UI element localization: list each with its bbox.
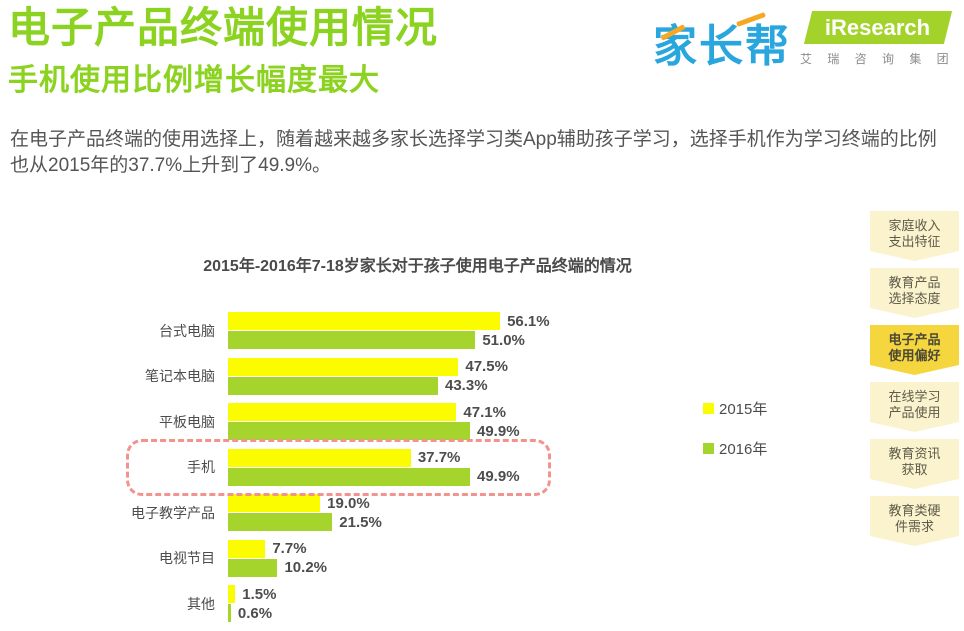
bar-line: 51.0% [228,331,550,349]
iresearch-logo: iResearch [803,11,953,44]
value-label: 43.3% [445,377,488,394]
bar-group: 其他 1.5% 0.6% [115,585,735,622]
category-label: 电视节目 [159,550,215,566]
legend-swatch-2016-icon [703,442,714,454]
bar-series-0 [228,403,457,421]
bar-line: 47.1% [228,403,520,421]
bar-line: 0.6% [228,604,276,622]
chart-title: 2015年-2016年7-18岁家长对于孩子使用电子产品终端的情况 [203,258,632,275]
sidebar-tab-2[interactable]: 电子产品 使用偏好 [870,325,959,375]
bar-pair: 47.5% 43.3% [228,357,508,395]
value-label: 7.7% [272,540,307,557]
sidebar-tab-4[interactable]: 教育资讯 获取 [870,439,959,489]
sidebar-tab-3[interactable]: 在线学习 产品使用 [870,382,959,432]
jzb-logo: 家长帮 [653,22,791,71]
bar-line: 43.3% [228,376,508,395]
category-label: 台式电脑 [159,322,215,339]
bar-line: 1.5% [228,585,276,603]
value-label: 49.9% [477,422,520,440]
bar-group: 台式电脑 56.1% 51.0% [115,312,735,349]
legend-swatch-2015-icon [703,402,714,414]
bar-series-0 [228,357,459,376]
bar-line: 19.0% [228,494,382,512]
chart-legend: 2015年 2016年 [703,400,767,480]
category-label: 平板电脑 [159,413,215,430]
page-description: 在电子产品终端的使用选择上，随着越来越多家长选择学习类App辅助孩子学习，选择手… [10,129,937,176]
value-label: 56.1% [507,312,550,330]
iresearch-logo-text: iResearch [825,14,931,40]
value-label: 49.9% [477,468,520,485]
page-title: 电子产品终端使用情况 [8,4,439,51]
value-label: 19.0% [327,494,370,512]
category-label: 笔记本电脑 [145,368,215,384]
value-label: 37.7% [417,449,461,466]
category-label: 电子教学产品 [131,504,215,521]
sidebar-tab-1[interactable]: 教育产品 选择态度 [870,268,959,318]
bar-group: 手机 37.7% 49.9% [115,448,735,486]
iresearch-logo-subtext: 艾 瑞 咨 询 集 团 [800,52,955,66]
bar-series-0 [228,494,321,512]
bar-line: 49.9% [228,467,520,486]
category-label: 手机 [187,459,215,475]
value-label: 10.2% [284,559,328,576]
legend-label-2015: 2015年 [719,400,768,418]
bar-pair: 47.1% 49.9% [228,403,520,440]
bar-series-1 [228,422,470,440]
bar-series-0 [228,585,236,603]
bar-line: 7.7% [228,539,327,558]
bar-pair: 7.7% 10.2% [228,539,328,577]
bar-line: 37.7% [228,448,520,467]
bar-series-1 [228,513,333,531]
value-label: 21.5% [339,513,382,531]
bar-series-1 [228,331,476,349]
value-label: 51.0% [482,331,525,349]
page-subtitle: 手机使用比例增长幅度最大 [8,64,380,97]
bar-series-1 [228,376,438,395]
bar-series-1 [228,467,470,486]
bar-chart: 台式电脑 56.1% 51.0% 笔记本电脑 47.5% 43.3% 平板电脑 47.1% 49… [115,312,735,631]
bar-group: 电子教学产品 19.0% 21.5% [115,494,735,531]
bar-line: 56.1% [228,312,550,330]
sidebar-tab-5[interactable]: 教育类硬 件需求 [870,496,959,546]
bar-series-1 [228,558,278,577]
bar-pair: 37.7% 49.9% [228,448,520,486]
highlight-dashed-box [126,439,551,496]
bar-line: 10.2% [228,558,328,577]
value-label: 1.5% [242,585,277,603]
bar-line: 21.5% [228,513,382,531]
bar-series-0 [228,312,501,330]
bar-pair: 1.5% 0.6% [228,585,276,622]
bar-group: 电视节目 7.7% 10.2% [115,539,735,577]
bar-line: 47.5% [228,357,508,376]
bar-series-0 [228,448,411,467]
legend-entry-2015: 2015年 [703,400,768,418]
legend-entry-2016: 2016年 [703,440,768,458]
bar-series-0 [228,539,266,558]
bar-series-1 [228,604,231,622]
bar-line: 49.9% [228,422,520,440]
category-label: 其他 [187,595,215,612]
bar-group: 平板电脑 47.1% 49.9% [115,403,735,440]
bar-pair: 19.0% 21.5% [228,494,382,531]
bar-pair: 56.1% 51.0% [228,312,550,349]
value-label: 47.1% [463,403,506,421]
bar-group: 笔记本电脑 47.5% 43.3% [115,357,735,395]
value-label: 0.6% [237,604,273,622]
legend-label-2016: 2016年 [719,440,768,458]
value-label: 47.5% [465,358,508,375]
sidebar-tab-0[interactable]: 家庭收入 支出特征 [870,211,959,261]
